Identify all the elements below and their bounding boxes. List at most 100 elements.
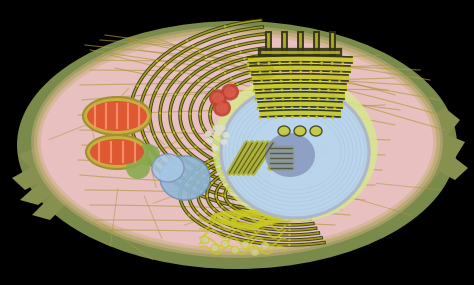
Ellipse shape [212, 125, 219, 131]
Ellipse shape [335, 98, 337, 101]
Ellipse shape [194, 178, 196, 181]
Ellipse shape [155, 89, 158, 91]
Ellipse shape [211, 124, 214, 127]
Ellipse shape [290, 88, 293, 91]
Ellipse shape [250, 80, 254, 84]
Ellipse shape [319, 71, 322, 74]
Ellipse shape [237, 215, 240, 218]
Ellipse shape [221, 86, 369, 218]
Ellipse shape [204, 131, 211, 137]
Ellipse shape [211, 61, 214, 64]
Ellipse shape [185, 176, 188, 179]
Ellipse shape [283, 115, 286, 119]
Ellipse shape [136, 84, 139, 87]
Ellipse shape [254, 231, 256, 233]
Ellipse shape [160, 160, 163, 163]
Ellipse shape [267, 174, 270, 176]
Ellipse shape [289, 70, 292, 73]
Ellipse shape [270, 80, 273, 83]
Ellipse shape [266, 181, 268, 184]
Ellipse shape [234, 144, 236, 146]
Ellipse shape [159, 112, 161, 115]
Ellipse shape [225, 222, 227, 225]
Ellipse shape [134, 139, 137, 141]
Ellipse shape [220, 139, 228, 145]
Ellipse shape [272, 153, 274, 156]
Ellipse shape [294, 126, 306, 136]
Ellipse shape [222, 132, 229, 138]
Ellipse shape [319, 80, 321, 83]
Ellipse shape [283, 154, 285, 156]
Ellipse shape [269, 167, 272, 170]
Ellipse shape [193, 97, 196, 100]
Ellipse shape [309, 88, 311, 91]
Ellipse shape [320, 151, 322, 153]
Ellipse shape [211, 245, 219, 251]
Ellipse shape [193, 175, 196, 177]
Ellipse shape [244, 212, 246, 214]
Ellipse shape [224, 195, 226, 197]
Ellipse shape [211, 182, 213, 184]
Ellipse shape [224, 87, 236, 97]
Ellipse shape [146, 86, 148, 89]
Ellipse shape [279, 70, 282, 74]
Ellipse shape [299, 79, 302, 82]
Ellipse shape [169, 112, 171, 115]
Ellipse shape [197, 195, 199, 198]
Ellipse shape [299, 97, 302, 100]
Ellipse shape [317, 156, 319, 158]
Ellipse shape [259, 71, 262, 74]
Ellipse shape [160, 156, 210, 200]
Ellipse shape [182, 130, 185, 132]
Ellipse shape [288, 229, 291, 231]
Ellipse shape [240, 177, 243, 180]
Ellipse shape [243, 58, 246, 60]
Ellipse shape [289, 61, 292, 64]
Ellipse shape [317, 97, 320, 101]
Ellipse shape [283, 159, 285, 161]
Ellipse shape [205, 56, 207, 58]
Ellipse shape [212, 93, 224, 103]
Ellipse shape [328, 80, 331, 83]
Ellipse shape [213, 99, 231, 117]
Ellipse shape [163, 133, 165, 136]
Ellipse shape [341, 62, 344, 65]
Ellipse shape [234, 174, 237, 176]
Ellipse shape [149, 112, 151, 114]
Ellipse shape [323, 146, 325, 149]
Ellipse shape [246, 62, 249, 66]
Ellipse shape [179, 195, 182, 198]
Ellipse shape [152, 164, 154, 166]
Ellipse shape [251, 249, 259, 255]
Ellipse shape [275, 116, 278, 119]
Ellipse shape [256, 167, 259, 169]
Ellipse shape [310, 61, 313, 64]
Ellipse shape [288, 244, 291, 246]
Ellipse shape [261, 243, 269, 249]
Ellipse shape [284, 169, 287, 171]
Ellipse shape [267, 62, 271, 65]
Ellipse shape [201, 126, 204, 129]
Ellipse shape [189, 76, 191, 78]
Ellipse shape [239, 51, 242, 54]
Ellipse shape [205, 210, 207, 212]
Ellipse shape [299, 61, 302, 64]
Ellipse shape [291, 106, 293, 109]
Ellipse shape [214, 87, 216, 90]
Ellipse shape [273, 107, 276, 110]
Ellipse shape [209, 89, 227, 107]
Ellipse shape [139, 112, 141, 114]
Ellipse shape [215, 130, 221, 136]
Ellipse shape [184, 95, 186, 97]
Ellipse shape [281, 89, 283, 91]
Ellipse shape [340, 71, 343, 74]
Ellipse shape [220, 135, 222, 137]
Ellipse shape [281, 97, 284, 101]
Ellipse shape [217, 200, 219, 203]
Ellipse shape [220, 167, 223, 169]
Ellipse shape [212, 230, 215, 232]
Ellipse shape [278, 62, 281, 64]
Ellipse shape [236, 44, 238, 47]
Ellipse shape [226, 188, 228, 190]
Ellipse shape [188, 195, 190, 198]
